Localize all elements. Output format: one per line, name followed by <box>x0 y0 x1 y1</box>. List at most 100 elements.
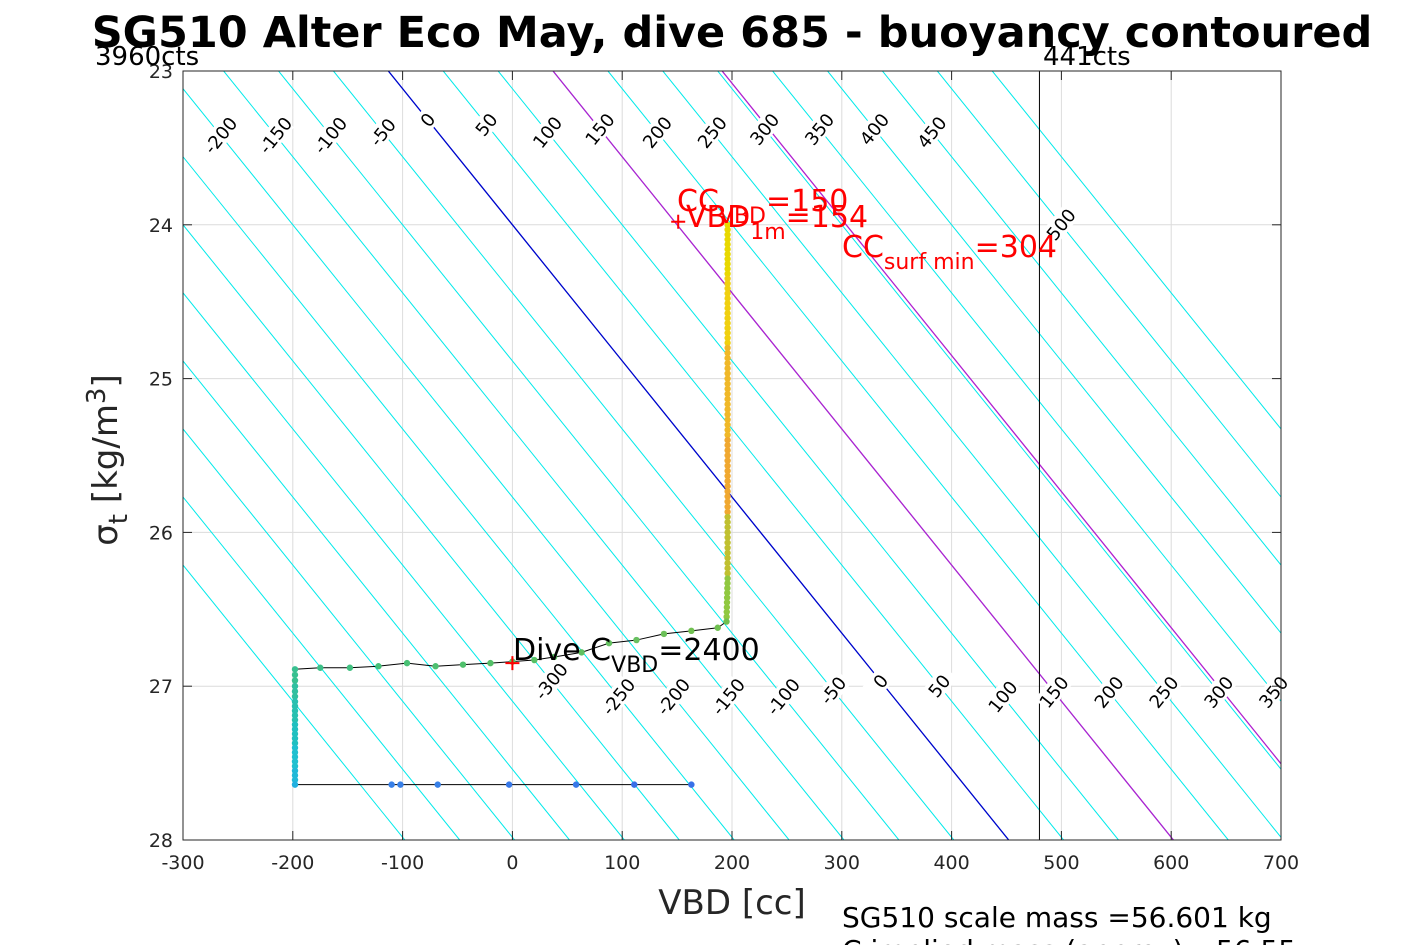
trace-point <box>724 360 731 367</box>
markers <box>505 214 686 671</box>
trace-point <box>291 693 299 700</box>
trace-point <box>724 462 731 469</box>
trace-point <box>724 275 731 282</box>
trace-point <box>291 716 299 724</box>
trace-point <box>724 498 731 505</box>
contour-label-bottom: 0 <box>861 660 900 702</box>
contour-label-bg <box>255 114 295 156</box>
trace-point <box>724 319 731 327</box>
trace-point <box>724 534 731 541</box>
trace-point <box>724 447 731 454</box>
trace-point <box>403 659 411 667</box>
trace-point <box>291 712 299 719</box>
trace-point <box>724 565 731 572</box>
x-tick-label: 600 <box>1153 852 1189 874</box>
contour-label-bg <box>813 669 852 711</box>
trace-point <box>724 431 731 439</box>
trace-point <box>724 260 731 268</box>
trace-point <box>724 559 731 567</box>
trace-point <box>724 221 731 228</box>
trace-point <box>291 735 299 742</box>
vbd-1m-annotation: VBD1m=154 <box>686 200 868 245</box>
x-tick-label: 700 <box>1263 852 1299 874</box>
trace-point <box>724 290 731 297</box>
zero-buoyancy-line <box>387 71 1010 840</box>
chart-title: SG510 Alter Eco May, dive 685 - buoyancy… <box>92 8 1373 58</box>
contour-line <box>183 224 680 840</box>
x-tick-label: 0 <box>506 852 518 874</box>
counts-right-label: 441cts <box>1043 42 1131 72</box>
trace-point <box>459 661 467 668</box>
trace-point <box>487 659 494 667</box>
contour-line <box>183 564 406 840</box>
trace-point <box>724 265 731 273</box>
x-axis-label: VBD [cc] <box>658 883 806 923</box>
y-axis-units: [kg/m <box>86 404 126 514</box>
trace-point <box>346 664 354 671</box>
trace-point <box>724 554 731 562</box>
bottom-trace-point <box>572 781 580 788</box>
trace-point <box>660 630 668 638</box>
trace-point <box>724 411 731 418</box>
trace-point <box>724 226 731 233</box>
bottom-trace-point <box>505 781 513 788</box>
trace-point <box>724 385 731 393</box>
trace-point <box>723 604 731 611</box>
contour-line <box>442 71 1064 840</box>
trace-point <box>724 295 731 302</box>
trace-point <box>550 653 558 661</box>
y-axis-bracket: ] <box>86 374 126 387</box>
trace-point <box>724 236 731 243</box>
trace-point <box>724 518 731 526</box>
y-tick-label: 25 <box>149 369 173 391</box>
trace-point <box>633 636 640 644</box>
trace-point <box>724 477 731 485</box>
contour-label-bg <box>200 114 240 156</box>
x-tick-label: 500 <box>1043 852 1079 874</box>
trace-point <box>724 529 731 536</box>
contour-label-bg <box>653 676 693 717</box>
reference-lines <box>387 71 1281 840</box>
contour-line <box>183 496 461 840</box>
trace-point <box>724 324 731 332</box>
trace-point <box>291 753 299 761</box>
trace-point <box>724 370 731 377</box>
trace-point <box>724 457 731 464</box>
trace-point <box>724 375 731 382</box>
contour-label-bg <box>763 676 802 717</box>
contour-label-bg <box>310 114 349 156</box>
trace-point <box>724 584 731 592</box>
trace-point <box>291 739 299 747</box>
trace-point <box>724 250 731 258</box>
bottom-trace-point <box>434 781 441 788</box>
trace-point <box>724 589 731 597</box>
contour-line <box>936 71 1281 498</box>
y-tick-label: 27 <box>149 676 173 698</box>
trace-point <box>723 608 730 616</box>
trace-point <box>317 664 324 671</box>
contour-line <box>717 71 1281 771</box>
trace-point <box>724 406 731 413</box>
bottom-trace-point <box>397 781 404 788</box>
trace-point <box>291 702 299 710</box>
footer-scale-mass: SG510 scale mass =56.601 kg <box>842 901 1272 934</box>
trace-point <box>578 649 585 656</box>
contour-line <box>183 360 570 840</box>
trace-point <box>723 594 731 601</box>
trace-point <box>724 314 731 322</box>
trace-point <box>605 639 613 647</box>
trace-point <box>724 488 731 495</box>
trace-point <box>724 305 731 312</box>
trace-point <box>291 744 299 751</box>
trace-point <box>291 721 299 728</box>
trace-point <box>724 380 731 387</box>
trace-point <box>291 762 299 770</box>
trace-point <box>724 334 731 342</box>
contour-line <box>497 71 1119 840</box>
trace-point <box>724 524 731 531</box>
trace-point <box>291 726 299 733</box>
trace-point <box>724 442 731 449</box>
x-tick-label: 100 <box>604 852 640 874</box>
trace-point <box>724 508 731 516</box>
